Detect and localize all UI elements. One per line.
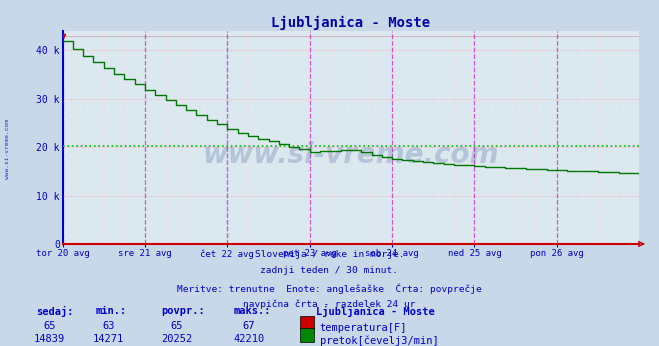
Text: 65: 65 — [171, 321, 183, 331]
Text: sedaj:: sedaj: — [36, 306, 74, 317]
Text: pretok[čevelj3/min]: pretok[čevelj3/min] — [320, 336, 438, 346]
Text: 65: 65 — [43, 321, 55, 331]
Text: Slovenija / reke in morje.: Slovenija / reke in morje. — [255, 250, 404, 259]
Text: zadnji teden / 30 minut.: zadnji teden / 30 minut. — [260, 266, 399, 275]
Text: 14271: 14271 — [93, 334, 125, 344]
Text: www.si-vreme.com: www.si-vreme.com — [203, 140, 499, 169]
Text: povpr.:: povpr.: — [161, 306, 205, 316]
Text: 42210: 42210 — [233, 334, 265, 344]
Text: www.si-vreme.com: www.si-vreme.com — [5, 119, 11, 179]
Text: 14839: 14839 — [34, 334, 65, 344]
Text: temperatura[F]: temperatura[F] — [320, 323, 407, 333]
Text: 63: 63 — [103, 321, 115, 331]
Title: Ljubljanica - Moste: Ljubljanica - Moste — [272, 16, 430, 30]
Text: 20252: 20252 — [161, 334, 192, 344]
Text: Meritve: trenutne  Enote: anglešaške  Črta: povprečje: Meritve: trenutne Enote: anglešaške Črta… — [177, 283, 482, 293]
Text: navpična črta - razdelek 24 ur: navpična črta - razdelek 24 ur — [243, 300, 416, 309]
Text: Ljubljanica - Moste: Ljubljanica - Moste — [316, 306, 435, 317]
Text: 67: 67 — [243, 321, 255, 331]
Text: maks.:: maks.: — [234, 306, 272, 316]
Text: min.:: min.: — [96, 306, 127, 316]
